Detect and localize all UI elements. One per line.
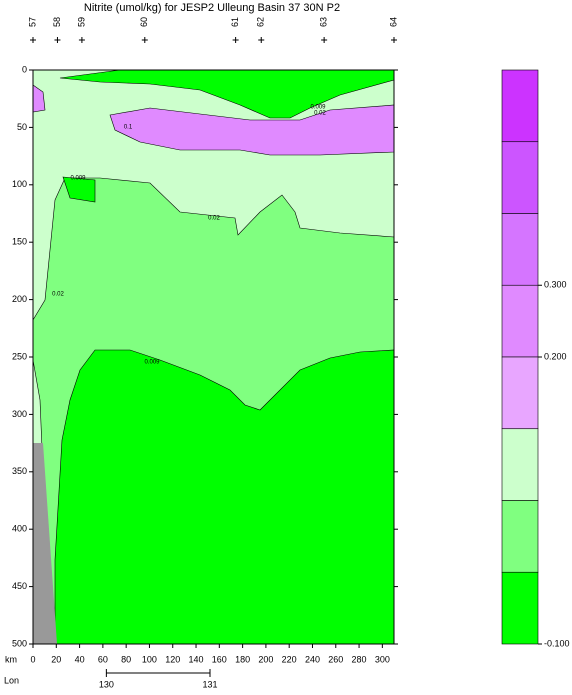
station-marker — [321, 37, 328, 43]
x-tick-label: 100 — [142, 654, 157, 664]
x-tick-label: 280 — [352, 654, 367, 664]
station-marker — [391, 37, 397, 43]
contour-label: 0.009 — [70, 176, 86, 182]
station-label: 61 — [230, 17, 240, 27]
colorbar-band — [501, 571, 539, 645]
region — [109, 104, 395, 156]
x-tick-label: 40 — [75, 654, 85, 664]
y-tick-label: 150 — [12, 237, 27, 247]
x-tick-label: 140 — [189, 654, 204, 664]
y-tick-label: 100 — [12, 179, 27, 189]
colorbar-tick-label: 0.200 — [544, 351, 567, 361]
colorbar-band — [501, 141, 539, 214]
x-tick-label: 220 — [282, 654, 297, 664]
bathymetry — [33, 443, 57, 644]
colorbar-tick-label: 0.300 — [544, 280, 567, 290]
station-marker — [141, 37, 148, 43]
y-tick-label: 50 — [17, 122, 27, 132]
x-tick-label: 60 — [98, 654, 108, 664]
region — [54, 349, 395, 645]
lon-label: Lon — [4, 675, 19, 685]
y-tick-label: 400 — [12, 524, 27, 534]
x-tick-label: 200 — [258, 654, 273, 664]
chart-title: Nitrite (umol/kg) for JESP2 Ulleung Basi… — [84, 2, 340, 14]
x-tick-label: 20 — [51, 654, 61, 664]
station-label: 57 — [27, 17, 37, 27]
station-label: 59 — [76, 17, 86, 27]
station-marker — [232, 37, 239, 43]
station-label: 63 — [319, 17, 329, 27]
x-tick-label: 0 — [30, 654, 35, 664]
y-tick-label: 250 — [12, 351, 27, 361]
y-tick-label: 200 — [12, 294, 27, 304]
x-tick-label: 180 — [235, 654, 250, 664]
station-label: 60 — [139, 17, 149, 27]
x-tick-label: 240 — [305, 654, 320, 664]
x-tick-label: 120 — [165, 654, 180, 664]
station-marker — [258, 37, 265, 43]
contour-labels: 0.1 0.009 0.02 0.02 0.009 0.009 0.02 — [52, 105, 326, 366]
lon-tick-label: 131 — [202, 679, 217, 689]
colorbar-band — [501, 69, 539, 143]
y-tick-label: 450 — [12, 581, 27, 591]
x-tick-label: 300 — [375, 654, 390, 664]
colorbar-band — [501, 428, 539, 501]
station-label: 64 — [388, 17, 398, 27]
station-marker — [78, 37, 85, 43]
colorbar-band — [501, 500, 539, 573]
station-marker — [54, 37, 61, 43]
contour-label: 0.02 — [208, 216, 220, 222]
colorbar-tick-label: -0.100 — [544, 638, 570, 648]
colorbar-band — [501, 356, 539, 430]
contour-label: 0.02 — [314, 111, 326, 117]
y-tick-label: 0 — [22, 64, 27, 74]
y-tick-label: 500 — [12, 638, 27, 648]
y-tick-label: 300 — [12, 409, 27, 419]
x-tick-label: 80 — [121, 654, 131, 664]
contour-label: 0.009 — [310, 105, 326, 111]
contour-label: 0.1 — [124, 125, 133, 131]
region — [62, 176, 96, 203]
y-tick-label: 350 — [12, 466, 27, 476]
section-field — [32, 69, 395, 645]
colorbar-band — [501, 213, 539, 286]
x-tick-label: 260 — [328, 654, 343, 664]
station-label: 62 — [256, 17, 266, 27]
station-label: 58 — [52, 17, 62, 27]
contour-label: 0.009 — [144, 360, 160, 366]
station-marker — [30, 37, 36, 43]
colorbar-band — [501, 284, 539, 358]
x-axis-label: km — [5, 654, 17, 664]
x-tick-label: 160 — [212, 654, 227, 664]
lon-tick-label: 130 — [99, 679, 114, 689]
contour-label: 0.02 — [52, 292, 64, 298]
